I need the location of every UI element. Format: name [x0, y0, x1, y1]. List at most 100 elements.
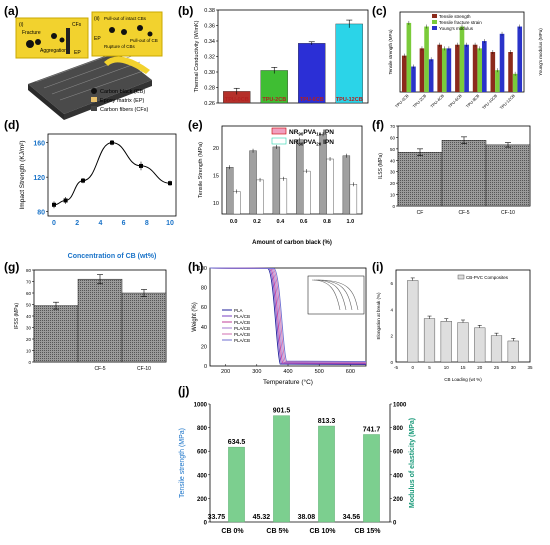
legend-label-part: 10 — [316, 132, 322, 137]
legend-swatch — [432, 20, 437, 24]
legend-swatch — [271, 137, 287, 145]
category-label: 0.8 — [323, 219, 331, 225]
inset-ii-pullout: Pull-out of intact CBs — [104, 16, 147, 21]
y-tick-label: 70 — [26, 280, 32, 285]
bar — [441, 48, 447, 92]
y-tick-label: 0.34 — [204, 39, 215, 45]
bar — [424, 26, 429, 92]
plot-frame — [221, 125, 363, 215]
y-tick-label: 0 — [392, 204, 395, 209]
data-label: 813.3 — [318, 418, 336, 425]
data-label: 634.5 — [228, 439, 246, 446]
bar — [446, 48, 452, 92]
x-tick-label: 10 — [444, 365, 450, 370]
legend-label-part: NR — [289, 129, 299, 136]
y-tick-label: 30 — [390, 170, 396, 175]
category-label: TPU-12CB — [336, 97, 363, 103]
y-tick-label: 20 — [26, 337, 32, 342]
tga-curve — [209, 267, 367, 364]
y-axis-label: Thermal Conductivity (W/mK) — [194, 20, 200, 92]
y2-tick-label: 600 — [393, 450, 404, 456]
bar — [485, 144, 531, 207]
bar — [397, 152, 443, 207]
x-tick-label: 4 — [98, 220, 102, 227]
y-axis-label: Impact Strength (KJ/m²) — [19, 141, 26, 210]
legend-swatch — [271, 127, 287, 135]
bar — [273, 415, 290, 523]
bar — [121, 292, 167, 363]
y2-tick-label: 800 — [393, 426, 404, 432]
y-tick-label: 20 — [213, 146, 219, 152]
x-tick-label: 300 — [252, 369, 261, 375]
panel-label-i: (i) — [372, 260, 384, 274]
bar — [477, 48, 483, 92]
y2-tick-label: 1000 — [393, 403, 407, 409]
bar — [318, 425, 335, 523]
category-label: CB 5% — [266, 528, 289, 535]
y-tick-label: 30 — [26, 326, 32, 331]
legend-label: PLA/CB — [234, 338, 250, 343]
y-axis-label: Tensile Strength (MPa) — [198, 142, 204, 198]
legend-label: PLA/CB — [234, 332, 250, 337]
bar — [363, 434, 380, 523]
y-tick-label: 100 — [198, 266, 207, 272]
panel-label-f: (f) — [372, 118, 384, 132]
y-tick-label: 400 — [197, 473, 208, 479]
legend-a-cf: Carbon fibers (CFs) — [100, 107, 148, 113]
panel-label-a: (a) — [4, 4, 19, 18]
y-axis-label: Weight (%) — [192, 302, 198, 332]
category-label: 0.4 — [277, 219, 286, 225]
y-tick-label: 40 — [390, 158, 396, 163]
y-tick-label: 0.36 — [204, 24, 215, 30]
legend-label-part: 80 — [298, 142, 304, 147]
x-tick-label: 6 — [122, 220, 126, 227]
y2-axis-label: Modulus of elasticity (MPa) — [409, 418, 416, 508]
category-label: TPU-6CB — [300, 97, 324, 103]
category-label: CF-5 — [94, 366, 105, 372]
legend-label: CB-PVC Composites — [466, 275, 509, 280]
legend-a-ep: Epoxy matrix (EP) — [100, 98, 144, 104]
y-tick-label: 15 — [213, 174, 219, 180]
y-axis-label: Young's modulus (MPa) — [538, 28, 543, 76]
y-tick-label: 160 — [33, 141, 45, 148]
y-tick-label: 10 — [390, 193, 396, 198]
legend-swatch — [457, 274, 465, 280]
panel-label-d: (d) — [4, 118, 20, 132]
tga-curve — [209, 267, 367, 363]
y-axis-label: Elongation at break (%) — [376, 292, 381, 340]
category-label: 0.0 — [230, 219, 238, 225]
bar — [482, 41, 487, 92]
bar — [228, 446, 245, 523]
x-tick-label: 500 — [315, 369, 324, 375]
y-tick-label: 0 — [204, 364, 207, 370]
data-point — [52, 202, 56, 207]
bar — [428, 59, 434, 92]
y-tick-label: 600 — [197, 450, 208, 456]
inset-ii: (ii) Pull-out of intact CBs EP Rupture o… — [91, 11, 163, 57]
y-axis-label: ILSS (MPa) — [378, 153, 384, 179]
inset-i-aggregation: Aggregation — [40, 48, 67, 54]
x-tick-label: 30 — [511, 365, 517, 370]
y-tick-label: 10 — [213, 201, 219, 207]
x-tick-label: 8 — [145, 220, 149, 227]
bar — [411, 66, 416, 92]
legend-label: PLA/CB — [234, 314, 250, 319]
inset-ii-pullout-cb: Pull-out of CB — [130, 38, 158, 43]
bar — [260, 70, 288, 104]
legend-label-part: PVA — [303, 139, 316, 146]
inset-curve — [317, 279, 359, 311]
y-tick-label: 0 — [28, 360, 31, 365]
y-tick-label: 70 — [390, 124, 396, 129]
legend-label: Tensile strength — [439, 14, 471, 19]
y-tick-label: 80 — [37, 210, 45, 217]
data-label: 33.75 — [208, 514, 226, 521]
category-label: 0.6 — [300, 219, 308, 225]
y-tick-label: 0.38 — [204, 8, 215, 14]
data-label: 38.08 — [298, 514, 316, 521]
category-label: 0.2 — [253, 219, 261, 225]
